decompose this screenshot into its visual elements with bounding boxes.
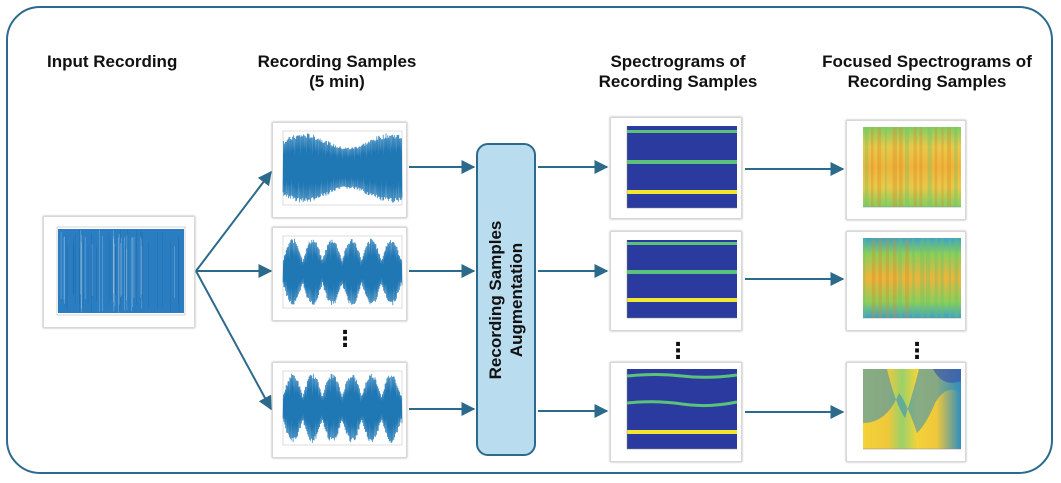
- samples-ellipsis: ⋮: [334, 326, 356, 351]
- spectrogram-3-svg: [626, 369, 738, 450]
- heading-focused-line2: Recording Samples: [847, 72, 1007, 91]
- recording-sample-plot-2: [272, 227, 407, 321]
- heading-input-recording: Input Recording: [47, 52, 177, 72]
- input-recording-plot: [43, 216, 195, 328]
- heading-samples-line2: (5 min): [309, 72, 365, 91]
- focused-spectrogram-plot-2: [846, 231, 966, 331]
- focused-ellipsis: ⋮: [906, 338, 928, 363]
- heading-focused-spectrograms: Focused Spectrograms of Recording Sample…: [820, 52, 1034, 92]
- augmentation-box: Recording Samples Augmentation: [476, 143, 536, 456]
- heading-spectrograms: Spectrograms of Recording Samples: [588, 52, 768, 92]
- sample-1-waveform-svg: [282, 130, 403, 206]
- sample-2-waveform-svg: [282, 235, 403, 309]
- focused-spectrogram-plot-1: [846, 120, 966, 220]
- sample-3-waveform-svg: [282, 370, 403, 446]
- spectrogram-plot-1: [610, 117, 742, 219]
- heading-spectrograms-line2: Recording Samples: [598, 72, 758, 91]
- heading-recording-samples: Recording Samples (5 min): [249, 52, 425, 92]
- focused-spectrogram-plot-3: [846, 362, 966, 462]
- spectrogram-plot-3: [610, 362, 742, 462]
- input-waveform-svg: [56, 226, 186, 316]
- focused-3-svg: [863, 369, 961, 450]
- spectrograms-ellipsis: ⋮: [667, 338, 689, 363]
- arrow-input-to-sample-1: [195, 170, 272, 272]
- heading-input-text: Input Recording: [47, 52, 178, 71]
- heading-focused-line1: Focused Spectrograms of: [822, 52, 1032, 71]
- augmentation-label: Recording Samples Augmentation: [485, 220, 527, 379]
- arrow-input-to-sample-3: [195, 270, 272, 411]
- augmentation-line2: Augmentation: [507, 242, 526, 357]
- augmentation-line1: Recording Samples: [486, 220, 505, 379]
- focused-2-svg: [863, 238, 961, 319]
- spectrogram-2-svg: [626, 240, 737, 319]
- spectrogram-1-svg: [626, 126, 737, 209]
- spectrogram-plot-2: [610, 231, 742, 331]
- recording-sample-plot-3: [272, 362, 407, 458]
- input-waveform-lines: [60, 229, 180, 313]
- recording-sample-plot-1: [272, 122, 407, 218]
- heading-spectrograms-line1: Spectrograms of: [610, 52, 746, 71]
- heading-samples-line1: Recording Samples: [257, 52, 417, 71]
- diagram-frame: [6, 6, 1053, 474]
- focused-1-svg: [863, 127, 961, 208]
